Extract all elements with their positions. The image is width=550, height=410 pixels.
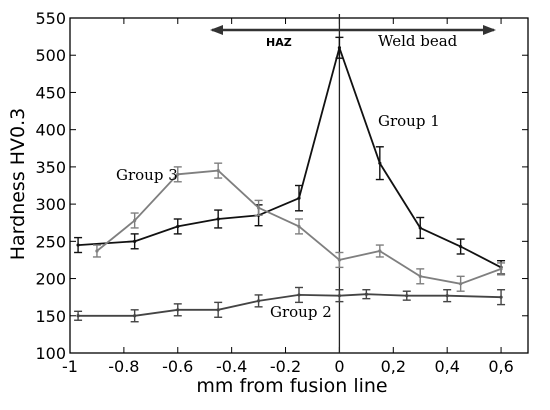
x-tick-label: -0.8 <box>108 357 139 376</box>
data-point-group-3 <box>297 224 301 229</box>
y-tick-label: 350 <box>35 158 66 177</box>
x-tick-label: 0,6 <box>488 357 513 376</box>
data-point-group-2 <box>256 299 261 303</box>
y-tick-label: 550 <box>35 9 66 28</box>
series-layer <box>74 36 506 323</box>
data-point-group-3 <box>216 169 220 173</box>
y-tick-label: 400 <box>35 121 66 140</box>
data-point-group-1 <box>176 224 180 229</box>
data-point-group-1 <box>337 46 342 50</box>
x-tick-label: 0,4 <box>434 357 459 376</box>
haz-label: HAZ <box>266 36 292 49</box>
data-point-group-2 <box>133 314 137 318</box>
data-point-group-3 <box>418 274 422 278</box>
data-point-group-2 <box>216 308 220 312</box>
series-label-group-1: Group 1 <box>378 112 440 130</box>
x-tick-label: 0 <box>334 357 344 376</box>
series-label-group-3: Group 3 <box>116 166 178 184</box>
data-point-group-2 <box>445 294 449 298</box>
y-tick-label: 150 <box>35 307 66 326</box>
y-tick-label: 500 <box>35 46 66 65</box>
data-point-group-2 <box>364 292 368 296</box>
data-point-group-3 <box>499 267 503 271</box>
series-line-group-1 <box>78 44 502 269</box>
y-axis-title: Hardness HV0.3 <box>7 108 29 261</box>
data-point-group-1 <box>459 244 463 249</box>
data-point-group-3 <box>256 206 261 210</box>
data-point-group-2 <box>337 294 342 298</box>
x-tick-label: -0.2 <box>270 357 301 376</box>
axes: -1 -0.8 -0.6 -0.4 -0.2 0 0,2 0,4 0,6 100 150 200 250… <box>35 9 529 376</box>
series-label-group-2: Group 2 <box>270 303 332 321</box>
x-tick-label: -0.4 <box>216 357 247 376</box>
haz-arrow-head <box>210 25 223 35</box>
y-tick-label: 100 <box>35 344 66 363</box>
x-tick-label: 0,2 <box>381 357 406 376</box>
data-point-group-3 <box>176 172 180 176</box>
series-group-1 <box>74 36 506 275</box>
x-tick-label: -1 <box>62 357 78 376</box>
data-point-group-1 <box>378 161 382 165</box>
y-tick-label: 450 <box>35 83 66 102</box>
y-tick-label: 200 <box>35 270 66 289</box>
data-point-group-3 <box>378 249 382 253</box>
weld-bead-label: Weld bead <box>378 32 458 50</box>
data-point-group-2 <box>176 308 180 312</box>
data-point-group-1 <box>76 243 80 247</box>
data-point-group-1 <box>133 239 137 243</box>
data-point-group-2 <box>297 293 301 297</box>
y-tick-label: 300 <box>35 195 66 214</box>
annotations: Group 1 Group 2 Group 3 HAZ Weld bead <box>116 32 458 321</box>
series-group-3 <box>92 162 506 292</box>
weld-bead-arrow-head <box>483 25 496 35</box>
x-tick-label: -0.6 <box>162 357 193 376</box>
data-point-group-2 <box>76 314 80 318</box>
data-point-group-1 <box>297 196 301 200</box>
data-point-group-3 <box>133 218 137 223</box>
plot-frame <box>69 17 529 354</box>
data-point-group-3 <box>337 258 342 262</box>
data-point-group-3 <box>459 282 463 286</box>
y-tick-label: 250 <box>35 232 66 251</box>
data-point-group-2 <box>405 294 409 298</box>
series-group-2 <box>74 286 506 323</box>
data-point-group-1 <box>418 226 422 230</box>
x-axis-title: mm from fusion line <box>196 375 387 397</box>
data-point-group-1 <box>216 217 220 221</box>
data-point-group-3 <box>95 249 99 253</box>
data-point-group-2 <box>499 295 503 299</box>
